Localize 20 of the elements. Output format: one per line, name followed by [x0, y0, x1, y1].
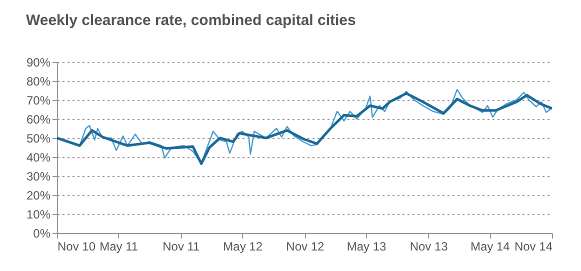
y-tick-label: 60% — [26, 112, 51, 126]
chart-title: Weekly clearance rate, combined capital cities — [26, 12, 356, 29]
y-tick-label: 30% — [26, 170, 51, 184]
y-tick-label: 50% — [26, 132, 51, 146]
y-tick-label: 0% — [33, 226, 51, 240]
x-tick-label: Nov 13 — [410, 240, 448, 254]
y-tick-label: 70% — [26, 94, 51, 108]
x-tick-label: May 14 — [470, 240, 510, 254]
x-tick-label: Nov 14 — [514, 240, 553, 254]
x-tick-label: Nov 11 — [162, 240, 200, 254]
y-tick-label: 10% — [26, 208, 51, 222]
x-tick-label: May 11 — [100, 240, 138, 254]
y-tick-label: 80% — [26, 74, 51, 88]
y-tick-label: 40% — [26, 150, 51, 164]
y-tick-label: 90% — [26, 56, 51, 70]
y-tick-label: 20% — [26, 188, 51, 202]
x-tick-label: Nov 10 — [58, 240, 96, 254]
x-tick-label: Nov 12 — [286, 240, 324, 254]
x-tick-label: May 13 — [346, 240, 386, 254]
x-tick-label: May 12 — [223, 240, 263, 254]
